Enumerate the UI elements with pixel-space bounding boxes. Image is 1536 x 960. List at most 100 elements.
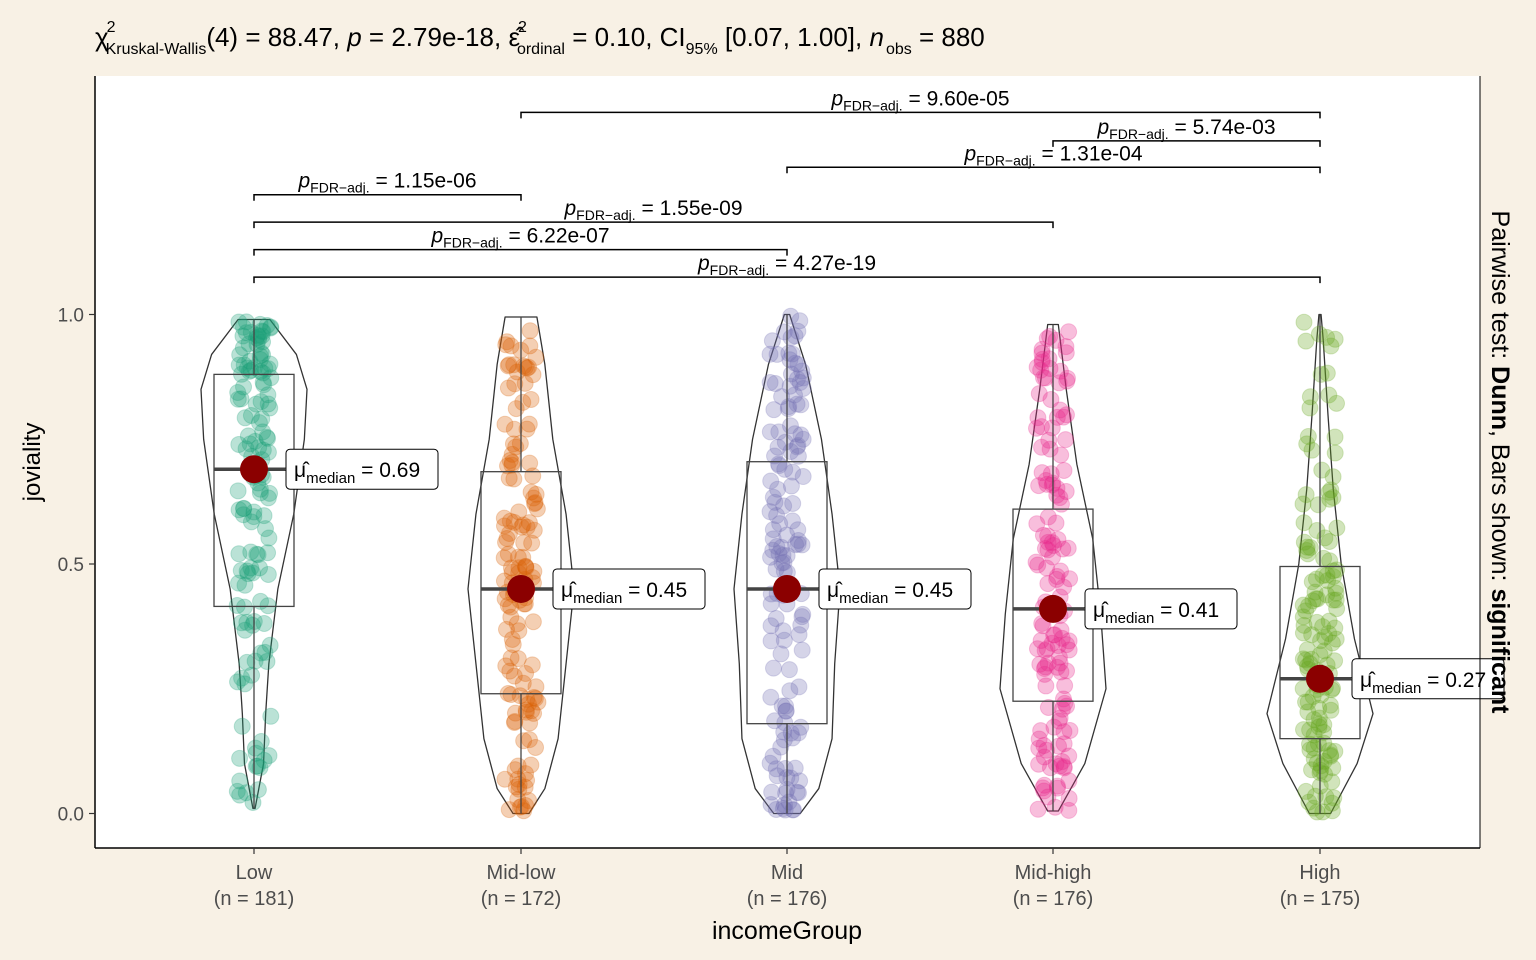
data-point xyxy=(500,524,518,542)
data-point xyxy=(787,536,805,554)
violin-mid xyxy=(733,313,841,815)
pairwise-bracket xyxy=(1052,140,1321,147)
data-point xyxy=(1299,545,1317,563)
data-point xyxy=(1051,489,1069,507)
data-point xyxy=(1036,658,1054,676)
data-point xyxy=(1328,394,1346,412)
data-point xyxy=(776,801,794,819)
data-point xyxy=(1312,632,1330,650)
data-point xyxy=(762,472,780,490)
data-point xyxy=(1051,654,1069,672)
x-axis-label: incomeGroup xyxy=(712,917,862,945)
data-point xyxy=(1030,385,1048,403)
data-point xyxy=(1060,323,1078,341)
pairwise-p-label: pFDR−adj. = 4.27e-19 xyxy=(697,252,876,278)
data-point xyxy=(1301,539,1319,557)
data-point xyxy=(776,460,794,478)
data-point xyxy=(1299,427,1317,445)
data-point xyxy=(230,501,248,519)
data-point xyxy=(1047,514,1065,532)
data-point xyxy=(772,738,790,756)
data-point xyxy=(1035,660,1053,678)
data-point xyxy=(794,379,812,397)
data-point xyxy=(521,454,539,472)
data-point xyxy=(499,379,517,397)
data-point xyxy=(1294,596,1312,614)
data-point xyxy=(511,798,529,816)
data-point xyxy=(526,689,544,707)
data-point xyxy=(517,557,535,575)
data-point xyxy=(503,445,521,463)
data-point xyxy=(1055,759,1073,777)
data-point xyxy=(1297,486,1315,504)
data-point xyxy=(1326,444,1344,462)
data-point xyxy=(251,759,269,777)
data-point xyxy=(785,801,803,819)
data-point xyxy=(766,712,784,730)
data-point xyxy=(777,697,795,715)
data-point xyxy=(1030,730,1048,748)
data-point xyxy=(780,661,798,679)
data-point xyxy=(784,729,802,747)
data-point xyxy=(502,649,520,667)
data-point xyxy=(498,530,516,548)
data-point xyxy=(771,515,789,533)
data-point xyxy=(246,739,264,757)
data-point xyxy=(497,657,515,675)
data-point xyxy=(768,767,786,785)
data-point xyxy=(782,307,800,325)
data-point xyxy=(259,386,277,404)
data-point xyxy=(775,553,793,571)
data-point xyxy=(522,756,540,774)
data-point xyxy=(252,344,270,362)
data-point xyxy=(1297,693,1315,711)
data-point xyxy=(793,641,811,659)
pairwise-bracket xyxy=(253,221,1054,229)
data-point xyxy=(773,697,791,715)
data-point xyxy=(1294,650,1312,668)
data-point xyxy=(499,545,517,563)
data-point xyxy=(784,494,802,512)
data-point xyxy=(501,662,519,680)
data-point xyxy=(256,520,274,538)
data-point xyxy=(1028,640,1046,658)
data-point xyxy=(523,702,541,720)
data-point xyxy=(254,364,272,382)
data-point xyxy=(1039,654,1057,672)
data-point xyxy=(1297,651,1315,669)
data-point xyxy=(252,733,270,751)
data-point xyxy=(523,534,541,552)
data-point xyxy=(526,495,544,513)
data-point xyxy=(230,313,248,331)
data-point xyxy=(1055,735,1073,753)
data-point xyxy=(1323,802,1341,820)
data-point xyxy=(789,535,807,553)
x-tick-label: Mid xyxy=(771,862,803,884)
data-point xyxy=(523,656,541,674)
data-point xyxy=(520,358,538,376)
data-point xyxy=(1312,365,1330,383)
data-point xyxy=(1297,602,1315,620)
data-point xyxy=(1061,721,1079,739)
data-point xyxy=(1056,677,1074,695)
data-point xyxy=(515,802,533,820)
data-point xyxy=(773,538,791,556)
data-point xyxy=(1037,677,1055,695)
data-point xyxy=(1298,538,1316,556)
data-point xyxy=(239,427,257,445)
data-point xyxy=(1052,663,1070,681)
data-point xyxy=(248,545,266,563)
data-point xyxy=(244,616,262,634)
data-point xyxy=(258,316,276,334)
data-point xyxy=(1033,353,1051,371)
data-point xyxy=(764,747,782,765)
data-point xyxy=(1048,568,1066,586)
data-point xyxy=(1320,612,1338,630)
data-point xyxy=(259,429,277,447)
data-point xyxy=(1050,737,1068,755)
data-point xyxy=(1294,624,1312,642)
data-point xyxy=(509,790,527,808)
data-point xyxy=(791,772,809,790)
data-point xyxy=(247,744,265,762)
data-point xyxy=(259,395,277,413)
